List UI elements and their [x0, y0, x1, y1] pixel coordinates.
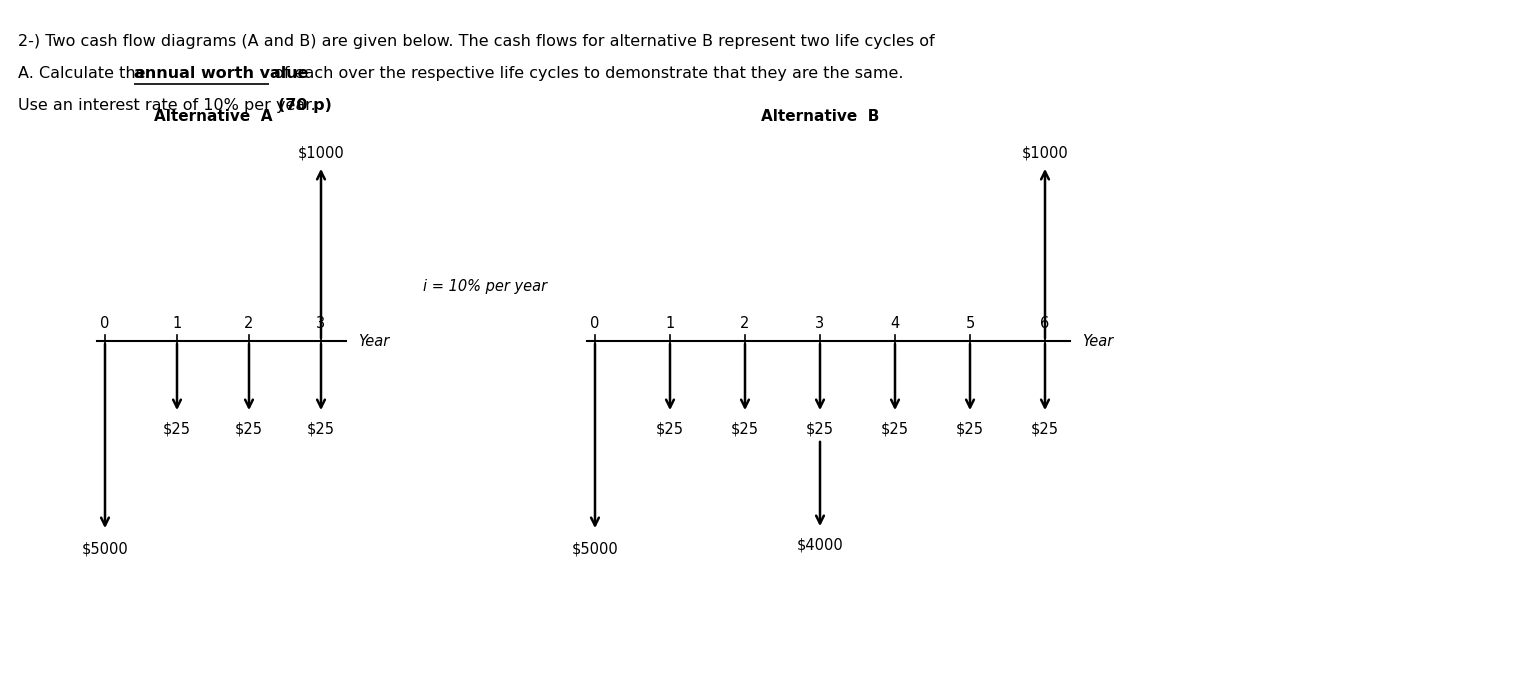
Text: $25: $25 [1030, 422, 1060, 437]
Text: 2: 2 [245, 316, 254, 331]
Text: $25: $25 [163, 422, 191, 437]
Text: $25: $25 [881, 422, 909, 437]
Text: i = 10% per year: i = 10% per year [423, 278, 548, 294]
Text: Year: Year [358, 333, 389, 349]
Text: $25: $25 [806, 422, 834, 437]
Text: $25: $25 [957, 422, 984, 437]
Text: 1: 1 [666, 316, 675, 331]
Text: A. Calculate the annual worth value: A. Calculate the annual worth value [18, 66, 341, 81]
Text: $25: $25 [235, 422, 263, 437]
Text: 3: 3 [815, 316, 824, 331]
Text: $25: $25 [657, 422, 684, 437]
Text: 0: 0 [591, 316, 600, 331]
Text: of each over the respective life cycles to demonstrate that they are the same.: of each over the respective life cycles … [269, 66, 903, 81]
Text: Use an interest rate of 10% per year.: Use an interest rate of 10% per year. [18, 98, 321, 113]
Text: $5000: $5000 [572, 541, 618, 556]
Text: $1000: $1000 [298, 145, 345, 160]
Text: $1000: $1000 [1021, 145, 1069, 160]
Text: 2-) Two cash flow diagrams (A and B) are given below. The cash flows for alterna: 2-) Two cash flow diagrams (A and B) are… [18, 34, 935, 49]
Text: Year: Year [1083, 333, 1114, 349]
Text: annual worth value: annual worth value [134, 66, 309, 81]
Text: A. Calculate the: A. Calculate the [18, 66, 151, 81]
Text: $5000: $5000 [82, 541, 128, 556]
Text: 2: 2 [740, 316, 749, 331]
Text: $25: $25 [308, 422, 335, 437]
Text: Alternative  A: Alternative A [154, 109, 272, 124]
Text: $25: $25 [731, 422, 758, 437]
Text: 1: 1 [172, 316, 181, 331]
Text: 5: 5 [966, 316, 975, 331]
Text: $4000: $4000 [797, 538, 843, 553]
Text: 3: 3 [317, 316, 326, 331]
Text: 4: 4 [891, 316, 900, 331]
Text: 6: 6 [1040, 316, 1049, 331]
Text: Alternative  B: Alternative B [761, 109, 880, 124]
Text: 0: 0 [100, 316, 109, 331]
Text: (70 p): (70 p) [278, 98, 332, 113]
